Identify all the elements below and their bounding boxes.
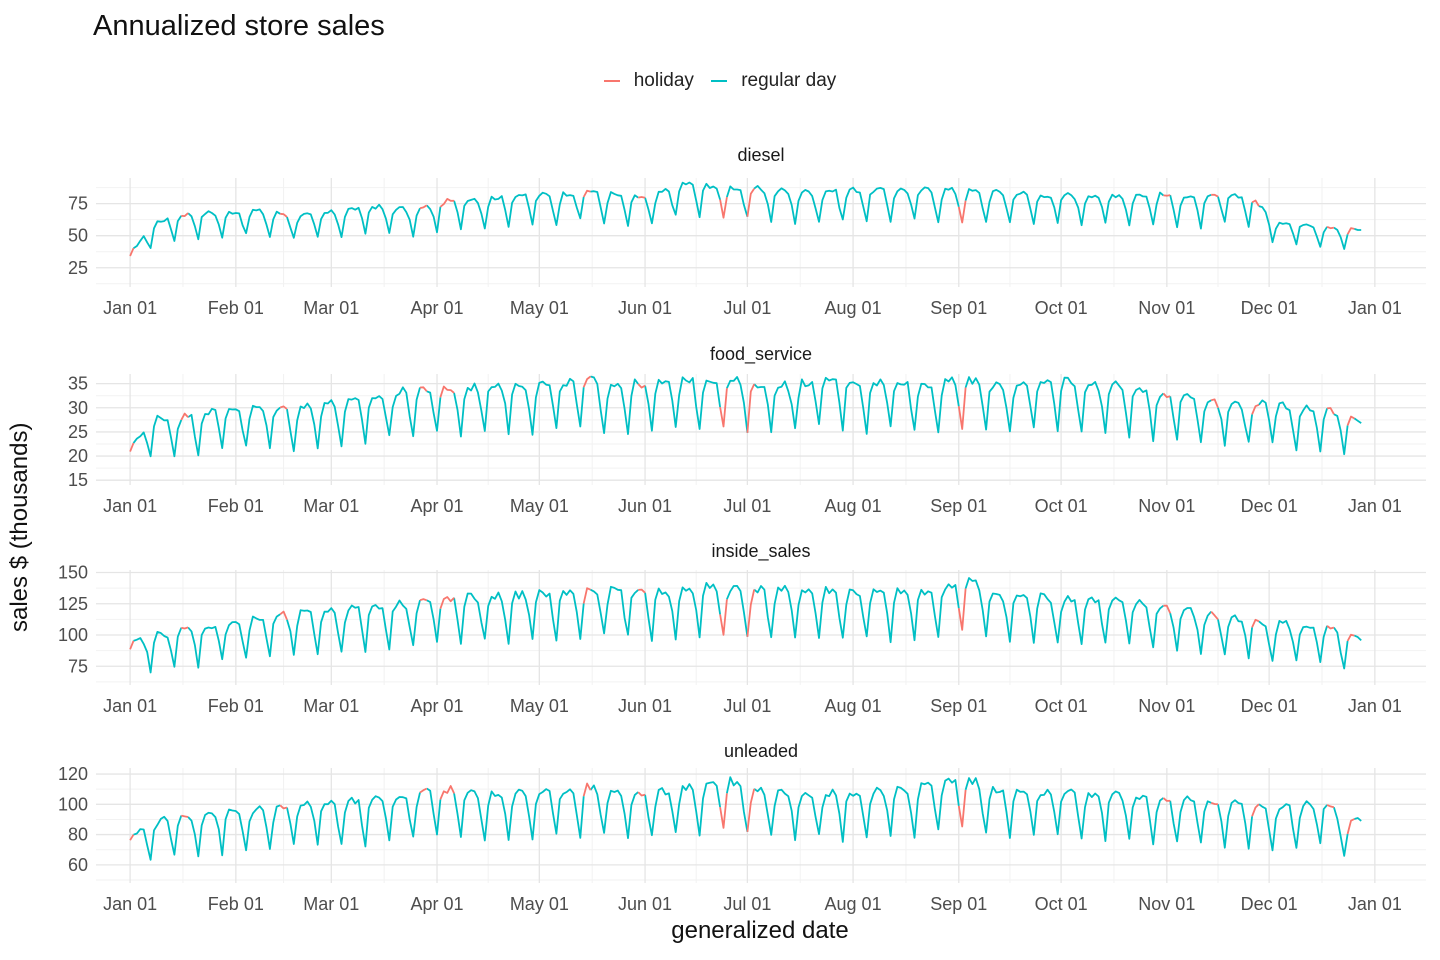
- x-tick-label: Mar 01: [303, 696, 359, 716]
- x-tick-label: Nov 01: [1138, 298, 1195, 318]
- x-tick-label: Nov 01: [1138, 696, 1195, 716]
- chart-title: Annualized store sales: [93, 10, 385, 42]
- y-tick-label: 120: [58, 764, 88, 784]
- y-tick-label: 30: [68, 398, 88, 418]
- x-tick-label: Feb 01: [208, 894, 264, 914]
- series-line-holiday-unleaded: [129, 782, 1355, 841]
- legend-item-regular-day: regular day: [711, 70, 836, 92]
- x-tick-label: Dec 01: [1241, 696, 1298, 716]
- x-tick-label: Dec 01: [1241, 496, 1298, 516]
- x-tick-label: Jan 01: [1348, 894, 1402, 914]
- series-line-regular-day-unleaded: [133, 776, 1362, 861]
- y-tick-label: 20: [68, 446, 88, 466]
- legend-swatch-regular-day: [711, 79, 728, 82]
- series-line-regular-day-inside_sales: [133, 577, 1362, 674]
- x-tick-label: Sep 01: [930, 298, 987, 318]
- y-tick-label: 25: [68, 258, 88, 278]
- x-tick-label: Jun 01: [618, 696, 672, 716]
- facet-strip-unleaded: unleaded: [724, 741, 798, 761]
- x-tick-label: Mar 01: [303, 496, 359, 516]
- x-tick-label: Aug 01: [825, 496, 882, 516]
- y-tick-label: 50: [68, 226, 88, 246]
- x-tick-label: Jul 01: [723, 298, 771, 318]
- x-tick-label: Nov 01: [1138, 894, 1195, 914]
- x-tick-label: May 01: [510, 496, 569, 516]
- x-tick-label: Jun 01: [618, 894, 672, 914]
- y-tick-label: 80: [68, 825, 88, 845]
- y-tick-label: 125: [58, 594, 88, 614]
- x-tick-label: Aug 01: [825, 696, 882, 716]
- legend: holiday regular day: [0, 70, 1440, 92]
- y-tick-label: 15: [68, 470, 88, 490]
- facet-strip-inside_sales: inside_sales: [711, 541, 810, 562]
- y-tick-label: 150: [58, 563, 88, 583]
- x-tick-label: Oct 01: [1035, 894, 1088, 914]
- x-tick-label: Jun 01: [618, 298, 672, 318]
- x-tick-label: Nov 01: [1138, 496, 1195, 516]
- y-tick-label: 75: [68, 194, 88, 214]
- y-tick-label: 75: [68, 656, 88, 676]
- panel-background-food_service: [96, 374, 1426, 485]
- x-tick-label: Apr 01: [411, 696, 464, 716]
- y-tick-label: 100: [58, 625, 88, 645]
- x-tick-label: Dec 01: [1241, 894, 1298, 914]
- legend-swatch-holiday: [603, 79, 620, 82]
- x-tick-label: Oct 01: [1035, 496, 1088, 516]
- x-tick-label: Apr 01: [411, 496, 464, 516]
- y-tick-label: 60: [68, 855, 88, 875]
- x-tick-label: Jul 01: [723, 696, 771, 716]
- x-tick-label: Jan 01: [103, 298, 157, 318]
- x-tick-label: Mar 01: [303, 298, 359, 318]
- x-tick-label: Jan 01: [1348, 496, 1402, 516]
- x-tick-label: Aug 01: [825, 894, 882, 914]
- x-tick-label: Sep 01: [930, 496, 987, 516]
- series-line-regular-day-food_service: [132, 375, 1362, 458]
- x-tick-label: Feb 01: [208, 496, 264, 516]
- x-tick-label: Jan 01: [103, 696, 157, 716]
- legend-label-regular-day: regular day: [741, 70, 837, 91]
- x-tick-label: Feb 01: [208, 696, 264, 716]
- series-line-holiday-food_service: [129, 375, 1355, 452]
- x-tick-label: Aug 01: [825, 298, 882, 318]
- x-tick-label: May 01: [510, 696, 569, 716]
- x-tick-label: Jan 01: [103, 894, 157, 914]
- x-tick-label: Sep 01: [930, 696, 987, 716]
- series-line-holiday-inside_sales: [129, 587, 1355, 650]
- x-tick-label: Jul 01: [723, 894, 771, 914]
- x-tick-label: May 01: [510, 298, 569, 318]
- x-tick-label: Jul 01: [723, 496, 771, 516]
- x-tick-label: Jan 01: [103, 496, 157, 516]
- facet-strip-food_service: food_service: [710, 344, 812, 365]
- x-tick-label: Apr 01: [411, 298, 464, 318]
- x-tick-label: Oct 01: [1035, 696, 1088, 716]
- y-tick-label: 35: [68, 374, 88, 394]
- x-axis-label: generalized date: [671, 917, 849, 944]
- legend-label-holiday: holiday: [633, 70, 694, 91]
- y-tick-label: 25: [68, 422, 88, 442]
- x-tick-label: Mar 01: [303, 894, 359, 914]
- x-tick-label: Dec 01: [1241, 298, 1298, 318]
- x-tick-label: Sep 01: [930, 894, 987, 914]
- facet-strip-diesel: diesel: [737, 145, 784, 165]
- y-tick-label: 100: [58, 794, 88, 814]
- x-tick-label: Oct 01: [1035, 298, 1088, 318]
- x-tick-label: Feb 01: [208, 298, 264, 318]
- series-line-regular-day-diesel: [133, 181, 1362, 250]
- x-tick-label: May 01: [510, 894, 569, 914]
- legend-item-holiday: holiday: [603, 70, 694, 92]
- x-tick-label: Jan 01: [1348, 298, 1402, 318]
- x-tick-label: Apr 01: [411, 894, 464, 914]
- series-line-holiday-diesel: [129, 188, 1355, 257]
- x-tick-label: Jan 01: [1348, 696, 1402, 716]
- x-tick-label: Jun 01: [618, 496, 672, 516]
